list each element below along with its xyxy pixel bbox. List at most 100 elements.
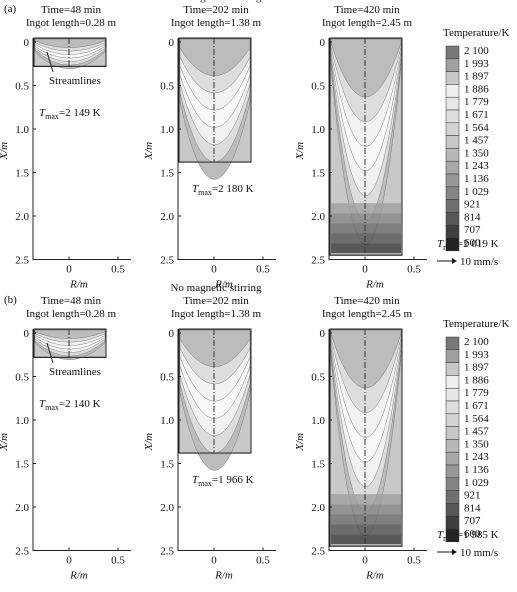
y-tick-label: 1.0 bbox=[15, 415, 29, 427]
ingot-frame bbox=[178, 328, 252, 454]
colorbar-cell bbox=[445, 58, 460, 72]
colorbar-cell bbox=[445, 349, 460, 363]
row-label: (b) bbox=[4, 294, 17, 306]
colorbar-cell bbox=[445, 503, 460, 517]
panel-header: Ingot length=1.38 m bbox=[171, 17, 262, 29]
scale-label: 10 mm/s bbox=[460, 256, 498, 268]
tmax-label: Tmax=2 180 K bbox=[192, 183, 254, 197]
colorbar-cell bbox=[445, 45, 460, 60]
ingot-frame bbox=[33, 328, 107, 358]
x-axis-title: R/m bbox=[69, 279, 88, 291]
panel-header: No magnetic stirring bbox=[170, 0, 262, 3]
tmax-value: =2 019 K bbox=[457, 238, 499, 250]
tmax-sub: max bbox=[198, 479, 212, 488]
tmax-label: Tmax=2 140 K bbox=[39, 398, 101, 412]
y-tick-label: 2.5 bbox=[15, 546, 29, 558]
x-tick-label: 0 bbox=[362, 264, 368, 276]
colorbar-label: 2 100 bbox=[464, 45, 489, 57]
y-axis-title: X/m bbox=[294, 433, 306, 452]
colorbar-cell bbox=[445, 490, 460, 504]
tmax-symbol: T bbox=[192, 474, 199, 486]
y-tick-label: 0 bbox=[169, 37, 175, 49]
contour-band bbox=[331, 243, 401, 254]
y-tick-label: 0.5 bbox=[15, 81, 29, 93]
colorbar-label: 1 886 bbox=[464, 374, 489, 386]
scale-arrowhead bbox=[452, 258, 457, 264]
y-tick-label: 1.0 bbox=[15, 124, 29, 136]
ingot-frame bbox=[329, 37, 403, 256]
y-tick-label: 0 bbox=[320, 37, 326, 49]
colorbar-label: 1 243 bbox=[464, 160, 489, 172]
colorbar-label: 1 897 bbox=[464, 362, 489, 374]
tmax-sub: max bbox=[45, 403, 59, 412]
colorbar-label: 1 029 bbox=[464, 186, 489, 198]
panel-header: Ingot length=2.45 m bbox=[322, 17, 413, 29]
contour-band bbox=[331, 514, 401, 525]
axis bbox=[32, 38, 131, 260]
y-tick-label: 0 bbox=[24, 328, 30, 340]
colorbar-title: Temperature/K bbox=[443, 318, 509, 330]
y-axis-title: X/m bbox=[0, 142, 10, 161]
colorbar-label: 1 029 bbox=[464, 477, 489, 489]
colorbar-label: 707 bbox=[464, 515, 481, 527]
colorbar-label: 1 136 bbox=[464, 464, 489, 476]
panel-header: Time=202 min bbox=[183, 4, 249, 16]
tmax-value: =2 140 K bbox=[59, 398, 101, 410]
y-axis-title: X/m bbox=[0, 433, 10, 452]
y-tick-label: 2.0 bbox=[15, 211, 29, 223]
x-tick-label: 0 bbox=[362, 555, 368, 567]
streamlines-label: Streamlines bbox=[49, 75, 101, 87]
y-tick-label: 1.5 bbox=[160, 459, 174, 471]
y-tick-label: 0 bbox=[24, 37, 30, 49]
contour-band bbox=[330, 329, 402, 389]
y-tick-label: 2.0 bbox=[15, 502, 29, 514]
colorbar-cell bbox=[445, 212, 460, 226]
y-tick-label: 1.5 bbox=[160, 168, 174, 180]
panel-header: Ingot length=1.38 m bbox=[171, 308, 262, 320]
colorbar-cell bbox=[445, 109, 460, 124]
contour-band bbox=[179, 329, 251, 367]
y-tick-label: 1.5 bbox=[15, 459, 29, 471]
colorbar-cell bbox=[445, 336, 460, 351]
y-tick-label: 2.5 bbox=[15, 255, 29, 267]
tmax-symbol: T bbox=[437, 529, 444, 541]
colorbar-cell bbox=[445, 451, 460, 466]
x-tick-label: 0.5 bbox=[256, 264, 270, 276]
panel-header: Ingot length=0.28 m bbox=[26, 308, 117, 320]
colorbar-label: 1 243 bbox=[464, 451, 489, 463]
colorbar-cell bbox=[445, 96, 460, 111]
y-tick-label: 0.5 bbox=[15, 372, 29, 384]
colorbar-label: 707 bbox=[464, 224, 481, 236]
tmax-value: =1 966 K bbox=[212, 474, 254, 486]
streamlines-label: Streamlines bbox=[49, 366, 101, 378]
tmax-symbol: T bbox=[39, 107, 46, 119]
colorbar-cell bbox=[445, 387, 460, 402]
y-tick-label: 2.0 bbox=[160, 211, 174, 223]
colorbar-label: 1 897 bbox=[464, 71, 489, 83]
colorbar-label: 1 779 bbox=[464, 387, 489, 399]
contour-band bbox=[34, 329, 106, 339]
contour-band bbox=[331, 223, 401, 234]
colorbar-label: 1 779 bbox=[464, 96, 489, 108]
y-tick-label: 0.5 bbox=[160, 372, 174, 384]
y-tick-label: 0.5 bbox=[311, 372, 325, 384]
colorbar-cell bbox=[445, 515, 460, 530]
scale-arrowhead bbox=[452, 549, 457, 555]
colorbar-label: 600 bbox=[464, 237, 481, 249]
y-axis-title: X/m bbox=[294, 142, 306, 161]
colorbar-cell bbox=[445, 186, 460, 200]
y-tick-label: 1.5 bbox=[311, 459, 325, 471]
colorbar-label: 814 bbox=[464, 211, 481, 223]
x-axis-title: R/m bbox=[214, 570, 233, 582]
panel-header: No magnetic stirring bbox=[170, 282, 262, 294]
colorbar-label: 1 671 bbox=[464, 400, 489, 412]
colorbar-cell bbox=[445, 400, 460, 415]
colorbar-label: 1 671 bbox=[464, 109, 489, 121]
colorbar-label: 1 564 bbox=[464, 413, 489, 425]
contour-band bbox=[179, 38, 251, 76]
contour-band bbox=[331, 233, 401, 244]
tmax-label: Tmax=1 966 K bbox=[192, 474, 254, 488]
y-tick-label: 2.0 bbox=[160, 502, 174, 514]
colorbar-cell bbox=[445, 528, 460, 543]
colorbar-label: 1 993 bbox=[464, 58, 489, 70]
